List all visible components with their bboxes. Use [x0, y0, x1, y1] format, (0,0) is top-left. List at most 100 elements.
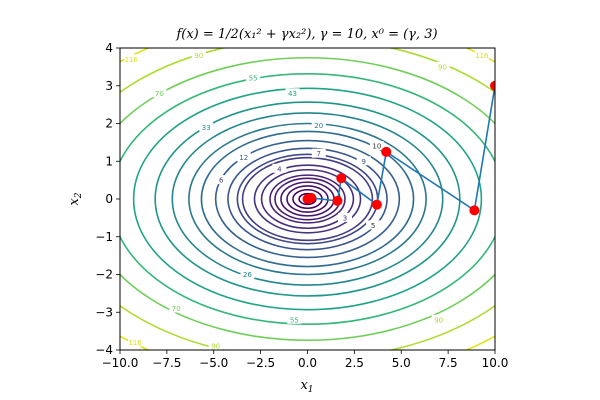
- x-axis-label-sub: 1: [308, 385, 314, 395]
- contour-label-bg: [338, 212, 352, 222]
- x-tick-label: 0.0: [298, 356, 317, 370]
- contour-label-bg: [356, 156, 371, 166]
- y-tick-label: 2: [105, 117, 113, 131]
- contour-label-bg: [240, 269, 255, 279]
- contour-label-8: 10: [372, 143, 381, 151]
- contour-label-bg: [366, 220, 381, 230]
- y-axis-label-sub: 2: [74, 192, 84, 199]
- iterate-point-5: [332, 195, 343, 206]
- iterate-point-0: [490, 80, 495, 91]
- y-tick-label: −3: [95, 305, 113, 319]
- contour-label-4: 43: [288, 90, 297, 98]
- x-tick-label: 10.0: [482, 356, 509, 370]
- iterate-point-4: [336, 173, 347, 184]
- y-tick-label: 3: [105, 79, 113, 93]
- contour-label-19: 90: [438, 63, 447, 71]
- contour-level-16: [200, 130, 415, 268]
- contour-label-2: 70: [155, 90, 164, 98]
- contour-label-14: 5: [371, 222, 375, 230]
- contour-label-bg: [191, 50, 206, 60]
- contour-label-bg: [124, 54, 139, 64]
- x-tick-label: 2.5: [345, 356, 364, 370]
- iterate-point-1: [469, 205, 480, 216]
- x-tick-label: −2.5: [246, 356, 275, 370]
- contour-label-bg: [287, 314, 302, 324]
- contour-label-5: 33: [202, 124, 211, 132]
- contour-label-18: 90: [434, 316, 443, 324]
- x-tick-label: 5.0: [392, 356, 411, 370]
- contour-level-12: [214, 139, 401, 259]
- x-tick-label: −5.0: [199, 356, 228, 370]
- contour-label-bg: [208, 341, 223, 350]
- iterate-point-7: [302, 194, 313, 204]
- contour-labels: 116 90 70 55 43 33 20 12 10 7 9 4 6 3 5 26 55 70 90 90 116 11…: [124, 50, 489, 351]
- contour-label-bg: [169, 303, 184, 313]
- title-f: f(x) =: [175, 27, 217, 42]
- contour-label-bg: [431, 314, 446, 324]
- contour-label-20: 116: [475, 52, 489, 60]
- contour-label-bg: [285, 88, 300, 98]
- x-tick-label: 7.5: [439, 356, 458, 370]
- contour-label-bg: [311, 148, 326, 158]
- contour-label-bg: [272, 163, 287, 173]
- iterate-point-2: [381, 146, 392, 157]
- x-axis-label-base: x: [300, 378, 308, 393]
- contour-label-3: 55: [249, 75, 258, 83]
- y-tick-label: 0: [105, 192, 113, 206]
- y-tick-label: −2: [95, 268, 113, 282]
- contour-level-70: [120, 56, 495, 342]
- contour-label-21: 116: [128, 339, 142, 347]
- contour-level-9: [227, 147, 388, 251]
- x-axis-ticks: −10.0 −7.5 −5.0 −2.5 0.0 2.5 5.0 7.5 10.0: [102, 350, 509, 370]
- contour-label-bg: [128, 337, 142, 347]
- contour-label-1: 90: [194, 52, 203, 60]
- contour-level-26: [171, 112, 444, 286]
- y-axis-label-base: x: [67, 198, 82, 206]
- contour-label-13: 3: [343, 214, 347, 222]
- y-tick-label: 1: [105, 154, 113, 168]
- contour-level-6: [241, 156, 374, 242]
- contour-label-16: 55: [290, 316, 299, 324]
- x-tick-label: −7.5: [152, 356, 181, 370]
- contour-level-55: [120, 73, 495, 325]
- iterate-path: [302, 80, 495, 216]
- contour-label-bg: [199, 122, 214, 132]
- contour-label-bg: [369, 141, 384, 151]
- y-axis-ticks: −4 −3 −2 −1 0 1 2 3 4: [95, 41, 120, 357]
- contour-label-bg: [246, 73, 261, 83]
- contour-level-2: [269, 174, 346, 224]
- contour-label-7: 12: [239, 154, 248, 162]
- contour-label-10: 9: [362, 158, 366, 166]
- contour-label-11: 4: [277, 165, 282, 173]
- contour-label-22: 90: [211, 343, 220, 351]
- contour-label-6: 20: [314, 122, 323, 130]
- x-axis-label: x1: [300, 378, 313, 395]
- y-tick-label: −4: [95, 343, 113, 357]
- contour-label-bg: [214, 175, 229, 185]
- contour-label-bg: [311, 120, 326, 130]
- y-tick-label: 4: [105, 41, 113, 55]
- title-expr: (x₁² + γx₂²), γ = 10, x⁰ = (γ, 3): [239, 27, 438, 42]
- contour-label-bg: [474, 50, 489, 60]
- title-frac: 1/2: [218, 27, 239, 42]
- contour-label-9: 7: [317, 150, 321, 158]
- y-tick-label: −1: [95, 230, 113, 244]
- contour-label-15: 26: [243, 271, 252, 279]
- chart-title: f(x) = 1/2(x₁² + γx₂²), γ = 10, x⁰ = (γ,…: [175, 27, 437, 42]
- contour-level-0.6: [286, 185, 329, 213]
- contour-level-4: [253, 164, 362, 234]
- contour-level-33: [154, 101, 461, 297]
- contour-level-3: [260, 168, 355, 230]
- contour-level-20: [188, 122, 427, 276]
- contour-label-bg: [152, 88, 167, 98]
- contour-label-12: 6: [219, 177, 224, 185]
- contour-label-bg: [236, 152, 251, 162]
- x-tick-label: −10.0: [102, 356, 139, 370]
- contour-level-43: [132, 87, 483, 311]
- contour-label-bg: [435, 61, 450, 71]
- contour-label-0: 116: [125, 56, 139, 64]
- y-axis-label: x2: [67, 192, 84, 205]
- contour-label-17: 70: [172, 305, 181, 313]
- iterate-point-3: [371, 199, 382, 210]
